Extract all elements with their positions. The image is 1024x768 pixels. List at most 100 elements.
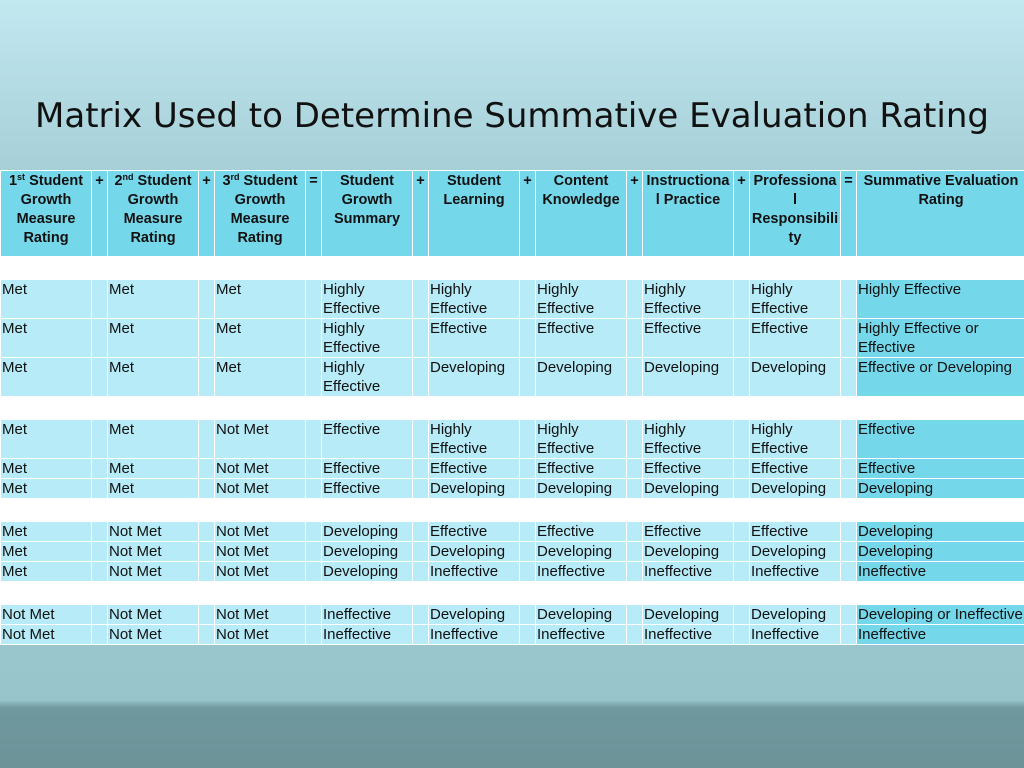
table-cell: Effective	[535, 521, 627, 542]
operator-cell	[840, 624, 857, 645]
operator-cell	[519, 541, 536, 562]
table-cell: Highly Effective	[321, 357, 413, 397]
matrix-body: Met Met Met Highly Effective Highly Effectiv…	[0, 256, 1024, 645]
operator-cell	[626, 521, 643, 542]
separator-cell	[0, 498, 1024, 522]
operator-cell	[840, 478, 857, 499]
operator-cell	[91, 478, 108, 499]
operator-cell	[412, 624, 429, 645]
table-cell: Met	[107, 458, 199, 479]
ordinal-number: 1	[8, 173, 18, 189]
operator-cell	[840, 521, 857, 542]
operator-cell	[626, 458, 643, 479]
operator-cell	[305, 357, 322, 397]
table-row: Met Met Met Highly Effective Developing Devel…	[0, 357, 1024, 397]
slide-title: Matrix Used to Determine Summative Evalu…	[35, 96, 989, 136]
operator-cell	[305, 478, 322, 499]
operator-header: +	[412, 170, 429, 257]
operator-cell	[198, 604, 215, 625]
operator-cell	[519, 458, 536, 479]
operator-cell	[412, 318, 429, 358]
operator-cell	[91, 279, 108, 319]
operator-cell	[412, 279, 429, 319]
operator-cell	[733, 279, 750, 319]
matrix-header: 1st Student Growth Measure Rating +2nd St…	[0, 170, 1024, 257]
table-cell: Developing	[535, 478, 627, 499]
table-cell: Highly Effective	[535, 419, 627, 459]
table-cell: Developing	[749, 357, 841, 397]
table-cell: Not Met	[214, 458, 306, 479]
column-header-label: Professiona l Responsibili ty	[751, 173, 839, 246]
operator-header: =	[305, 170, 322, 257]
operator-cell	[412, 478, 429, 499]
operator-cell	[626, 318, 643, 358]
ordinal-number: 3	[222, 173, 231, 189]
table-cell: Effective	[642, 521, 734, 542]
table-cell: Ineffective	[535, 561, 627, 582]
operator-cell	[733, 541, 750, 562]
table-cell: Developing	[535, 541, 627, 562]
summative-rating-cell: Ineffective	[856, 624, 1024, 645]
table-cell: Effective	[535, 458, 627, 479]
table-cell: Met	[107, 478, 199, 499]
operator-cell	[305, 279, 322, 319]
table-row: Met Met Not Met Effective Effective Effective…	[0, 458, 1024, 479]
table-cell: Met	[0, 419, 92, 459]
table-cell: Met	[107, 318, 199, 358]
table-cell: Effective	[535, 318, 627, 358]
summative-rating-cell: Effective or Developing	[856, 357, 1024, 397]
operator-cell	[626, 561, 643, 582]
operator-cell	[840, 419, 857, 459]
ordinal-number: 2	[114, 173, 123, 189]
summative-rating-cell: Highly Effective	[856, 279, 1024, 319]
operator-cell	[91, 357, 108, 397]
operator-cell	[519, 419, 536, 459]
summative-rating-cell: Developing	[856, 478, 1024, 499]
separator-cell	[0, 256, 1024, 280]
table-row: Met Met Met Highly Effective Effective Effect…	[0, 318, 1024, 358]
operator-cell	[305, 458, 322, 479]
table-cell: Developing	[321, 561, 413, 582]
table-cell: Highly Effective	[428, 279, 520, 319]
operator-cell	[626, 357, 643, 397]
table-row: Met Not Met Not Met Developing Effective Effe…	[0, 521, 1024, 542]
table-row: Met Not Met Not Met Developing Developing Dev…	[0, 541, 1024, 562]
operator-cell	[198, 521, 215, 542]
operator-cell	[91, 419, 108, 459]
table-cell: Met	[214, 318, 306, 358]
operator-cell	[91, 624, 108, 645]
operator-header: +	[519, 170, 536, 257]
table-cell: Ineffective	[321, 604, 413, 625]
table-cell: Met	[0, 478, 92, 499]
operator-cell	[626, 279, 643, 319]
column-header-label: Student Learning	[443, 173, 505, 208]
operator-cell	[626, 419, 643, 459]
table-cell: Effective	[749, 521, 841, 542]
table-cell: Ineffective	[642, 624, 734, 645]
operator-cell	[626, 624, 643, 645]
separator-cell	[0, 581, 1024, 605]
table-cell: Ineffective	[642, 561, 734, 582]
table-cell: Effective	[321, 419, 413, 459]
table-cell: Effective	[428, 458, 520, 479]
operator-cell	[198, 458, 215, 479]
ordinal-suffix: nd	[122, 172, 134, 182]
table-cell: Effective	[321, 478, 413, 499]
table-cell: Not Met	[0, 604, 92, 625]
operator-header: +	[198, 170, 215, 257]
table-cell: Highly Effective	[642, 419, 734, 459]
table-cell: Not Met	[107, 541, 199, 562]
operator-cell	[412, 419, 429, 459]
group-separator	[0, 396, 1024, 420]
column-header: Summative Evaluation Rating	[856, 170, 1024, 257]
column-header: Instructiona l Practice	[642, 170, 734, 257]
operator-cell	[626, 541, 643, 562]
table-cell: Developing	[535, 604, 627, 625]
operator-cell	[733, 521, 750, 542]
table-cell: Ineffective	[535, 624, 627, 645]
operator-cell	[91, 561, 108, 582]
column-header-label: Student Growth Summary	[333, 173, 401, 227]
column-header: 1st Student Growth Measure Rating	[0, 170, 92, 257]
operator-cell	[733, 478, 750, 499]
operator-cell	[198, 419, 215, 459]
